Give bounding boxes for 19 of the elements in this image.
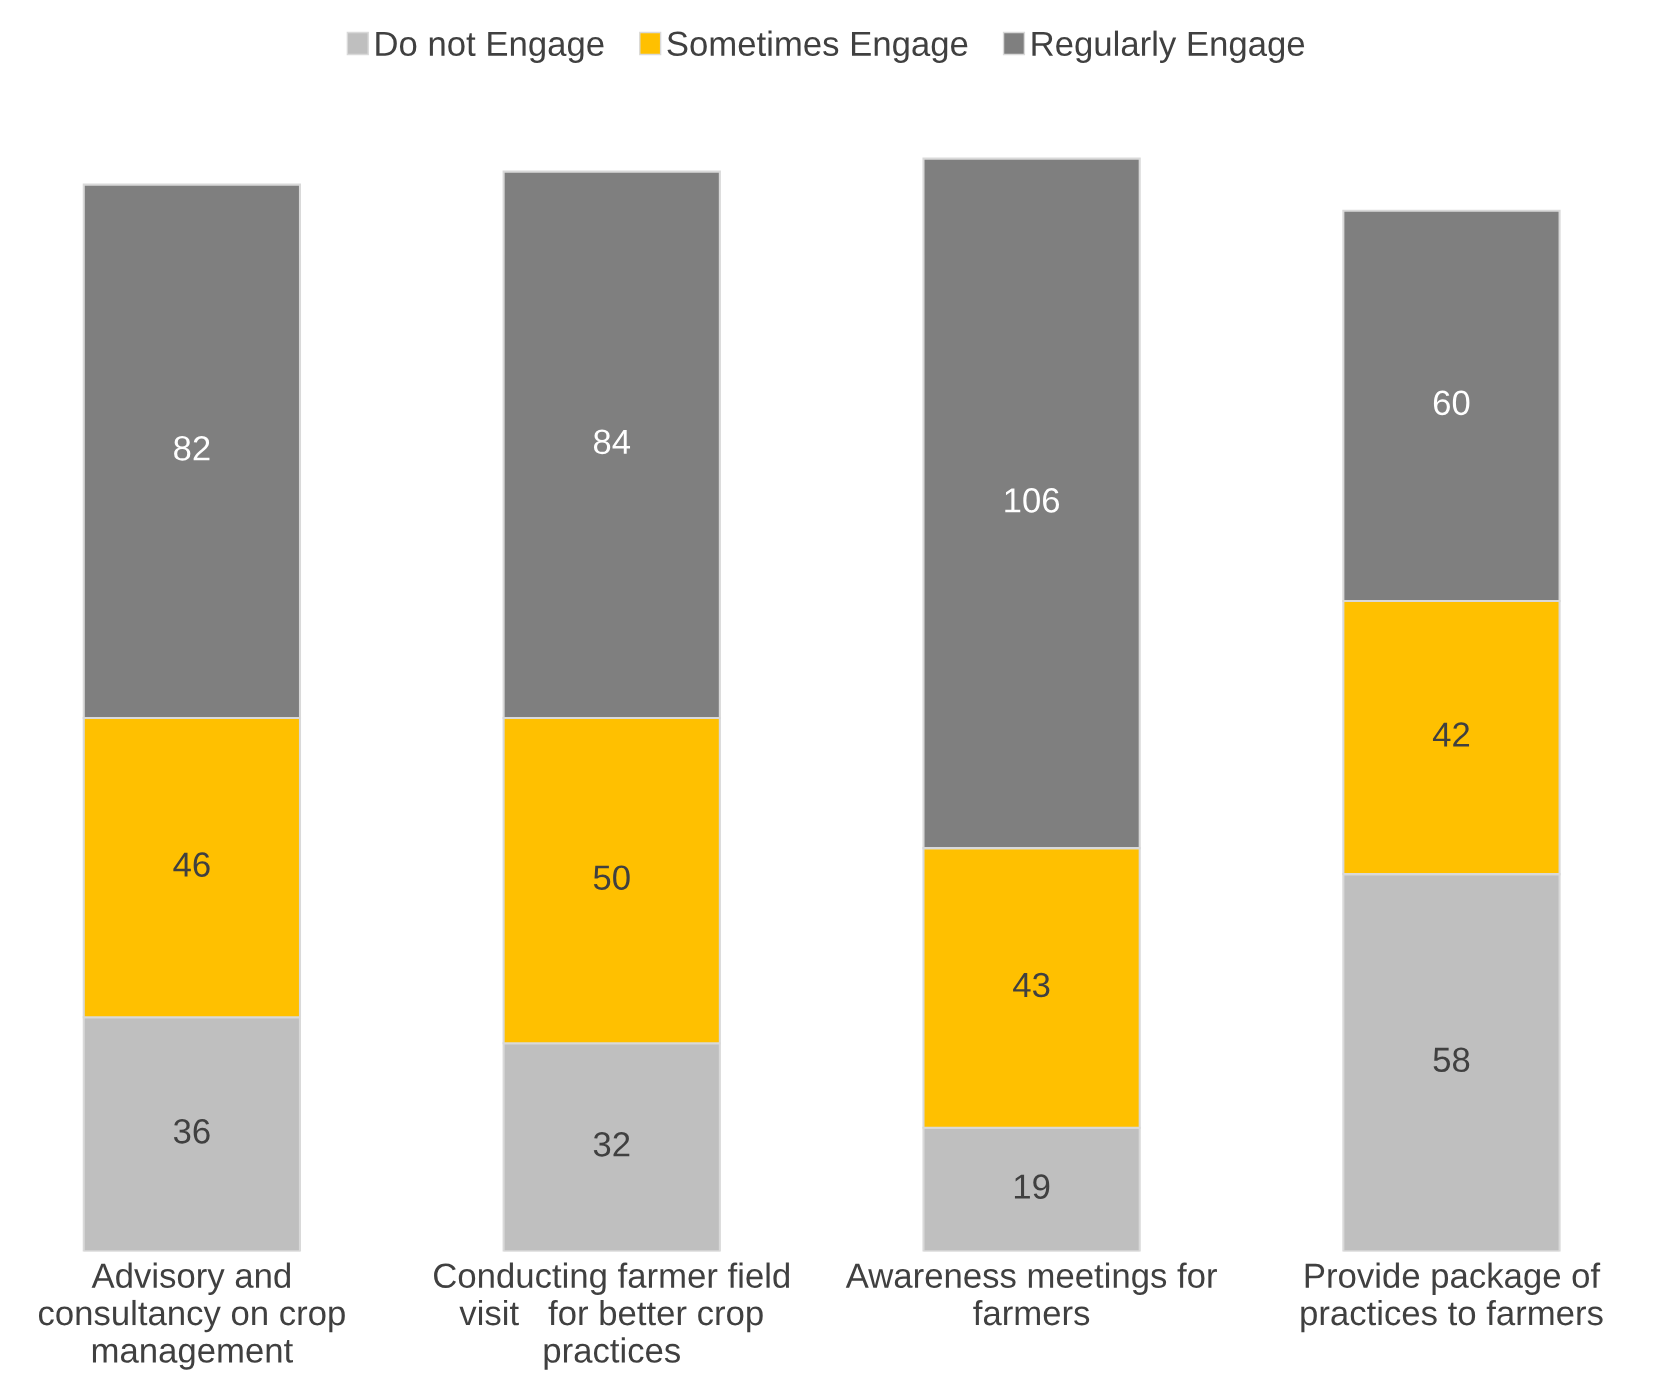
x-tick-label: Advisory and consultancy on crop management [38,1262,345,1370]
data-label: 19 [1014,1174,1050,1199]
legend-label: Do not Engage [376,31,604,63]
data-label: 43 [1013,972,1050,998]
x-tick-label: Provide package of practices to farmers [1301,1262,1603,1333]
data-label: 46 [173,852,210,877]
legend-label: Sometimes Engage [667,30,968,63]
legend-label: Regularly Engage [1032,30,1305,63]
data-label: 36 [173,1119,210,1144]
data-label: 58 [1433,1047,1470,1073]
data-label: 106 [1005,488,1060,513]
data-label: 42 [1432,722,1470,747]
data-label: 84 [593,429,631,455]
x-tick-label: Awareness meetings for farmers [845,1262,1217,1326]
data-label: 60 [1433,390,1470,416]
data-label: 82 [174,436,210,461]
x-tick-label: Conducting farmer field visit for better crop practices [434,1262,789,1370]
data-label: 32 [593,1132,630,1157]
data-label: 50 [593,865,630,890]
